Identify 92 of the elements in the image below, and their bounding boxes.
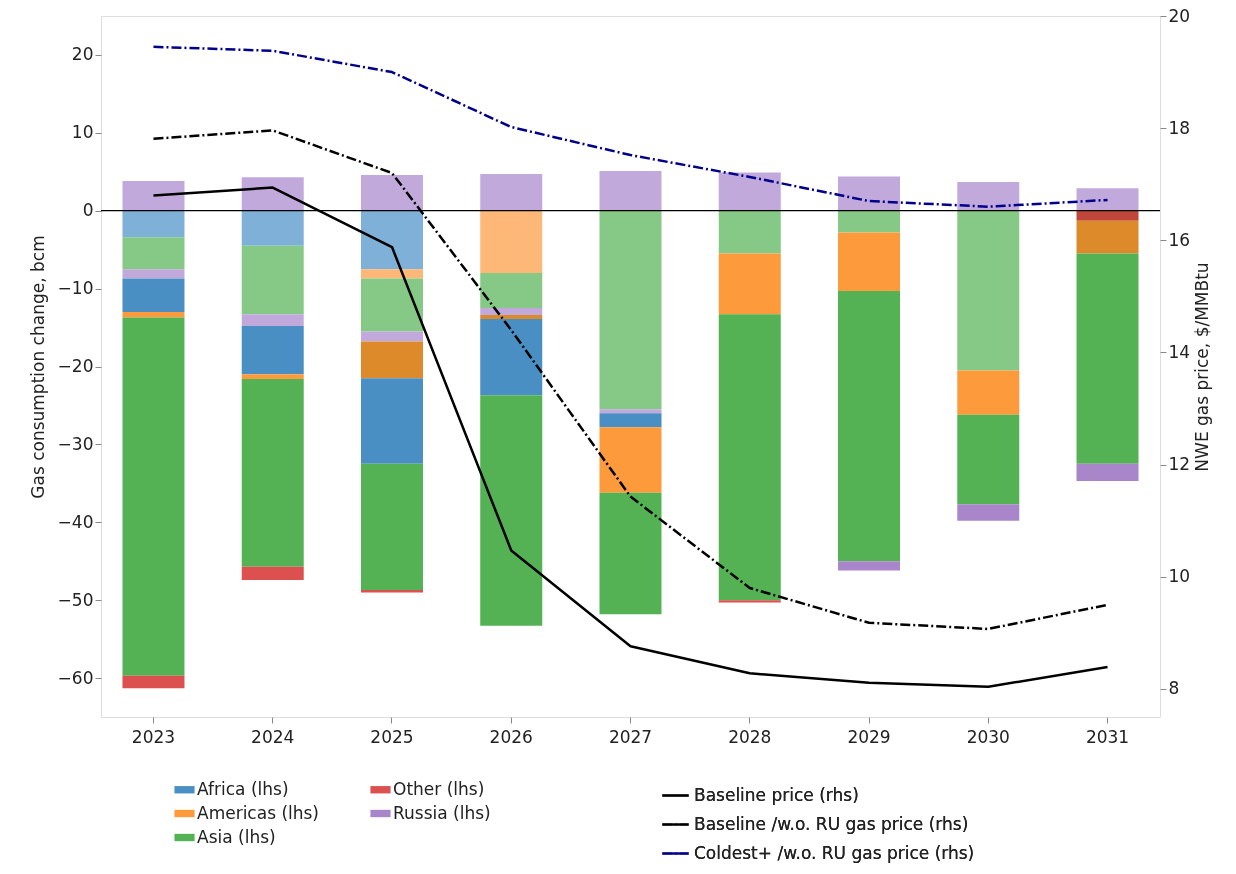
bar — [838, 176, 901, 211]
bar — [241, 566, 304, 580]
bar — [122, 210, 185, 238]
y2-tick-label: 12 — [1168, 454, 1191, 475]
bar — [957, 181, 1020, 211]
bar — [122, 269, 185, 279]
bar — [1076, 253, 1139, 464]
legend-label: Americas (lhs) — [197, 802, 320, 823]
y-axis-title: Gas consumption change, bcm — [27, 235, 48, 499]
legend-label: Russia (lhs) — [393, 802, 491, 823]
bar — [241, 210, 304, 246]
legend-label: Africa (lhs) — [197, 778, 289, 799]
x-tick-label: 2030 — [966, 726, 1010, 747]
y-tick-label: −40 — [57, 511, 94, 532]
bar — [480, 395, 543, 626]
bar — [122, 278, 185, 312]
bar — [599, 492, 662, 615]
legend-label: Baseline /w.o. RU gas price (rhs) — [694, 813, 969, 834]
bar — [241, 245, 304, 315]
y-tick-label: −30 — [57, 433, 94, 454]
x-tick-label: 2027 — [608, 726, 653, 747]
bar — [360, 278, 423, 332]
bar — [241, 374, 304, 379]
bar — [838, 561, 901, 571]
bar — [599, 409, 662, 414]
bar — [480, 174, 543, 211]
bar — [718, 600, 781, 603]
bar — [241, 378, 304, 567]
bar — [599, 413, 662, 428]
bar — [122, 317, 185, 676]
bar — [122, 675, 185, 689]
bar — [838, 232, 901, 291]
bar — [599, 427, 662, 493]
bar — [1076, 220, 1139, 254]
bar — [122, 311, 185, 318]
bar — [360, 269, 423, 279]
legend-label: Other (lhs) — [393, 778, 485, 799]
bar — [957, 504, 1020, 521]
bar — [480, 315, 543, 319]
line-series — [152, 45, 1109, 208]
bar — [480, 318, 543, 396]
bar — [480, 273, 543, 309]
bar — [1076, 210, 1139, 221]
bar — [480, 210, 543, 274]
y2-tick-label: 14 — [1168, 341, 1191, 362]
x-tick-label: 2029 — [847, 726, 891, 747]
y-tick-label: 10 — [71, 122, 94, 143]
y2-tick-label: 8 — [1168, 678, 1180, 699]
bar — [241, 326, 304, 375]
legend-label: Baseline price (rhs) — [694, 784, 859, 805]
bar — [718, 210, 781, 254]
bar — [838, 210, 901, 233]
y2-axis-title: NWE gas price, $/MMBtu — [1192, 262, 1213, 472]
bar — [122, 181, 185, 211]
bar — [957, 370, 1020, 415]
bar — [718, 253, 781, 315]
bar — [122, 237, 185, 270]
x-tick-label: 2031 — [1085, 726, 1130, 747]
y-tick-label: −60 — [57, 667, 94, 688]
bar — [480, 308, 543, 316]
y-tick-label: 20 — [71, 44, 94, 65]
bar — [1076, 188, 1139, 211]
bar — [360, 174, 423, 211]
y2-tick-label: 16 — [1168, 229, 1191, 250]
y-tick-label: −50 — [57, 589, 94, 610]
bar — [838, 290, 901, 562]
bar — [360, 378, 423, 464]
x-tick-label: 2025 — [370, 726, 414, 747]
bar — [599, 210, 662, 410]
bar — [599, 171, 662, 211]
x-tick-label: 2028 — [728, 726, 772, 747]
y2-tick-label: 20 — [1168, 5, 1191, 26]
bar — [1076, 463, 1139, 481]
y2-tick-label: 10 — [1168, 566, 1191, 587]
bar — [360, 463, 423, 591]
bar — [957, 414, 1020, 505]
y-tick-label: −10 — [57, 278, 94, 299]
bar — [718, 314, 781, 601]
x-tick-label: 2024 — [251, 726, 295, 747]
bar — [360, 341, 423, 379]
bar — [241, 314, 304, 326]
bar — [718, 172, 781, 211]
bar — [957, 210, 1020, 371]
x-tick-label: 2026 — [489, 726, 533, 747]
legend-label: Asia (lhs) — [197, 826, 276, 847]
y-tick-label: −20 — [57, 356, 94, 376]
bar — [360, 210, 423, 270]
y-tick-label: 0 — [82, 200, 94, 221]
x-tick-label: 2023 — [131, 726, 176, 747]
y2-tick-label: 18 — [1168, 117, 1191, 138]
bar — [360, 331, 423, 342]
legend-label: Coldest+ /w.o. RU gas price (rhs) — [694, 842, 975, 863]
